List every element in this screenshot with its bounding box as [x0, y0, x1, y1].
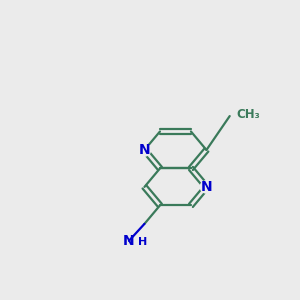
Text: N: N [201, 180, 212, 194]
Circle shape [200, 181, 213, 193]
Text: CH₃: CH₃ [236, 108, 260, 121]
Text: N: N [123, 234, 135, 248]
Circle shape [138, 144, 151, 156]
Text: H: H [138, 237, 148, 248]
Text: N: N [139, 143, 150, 157]
